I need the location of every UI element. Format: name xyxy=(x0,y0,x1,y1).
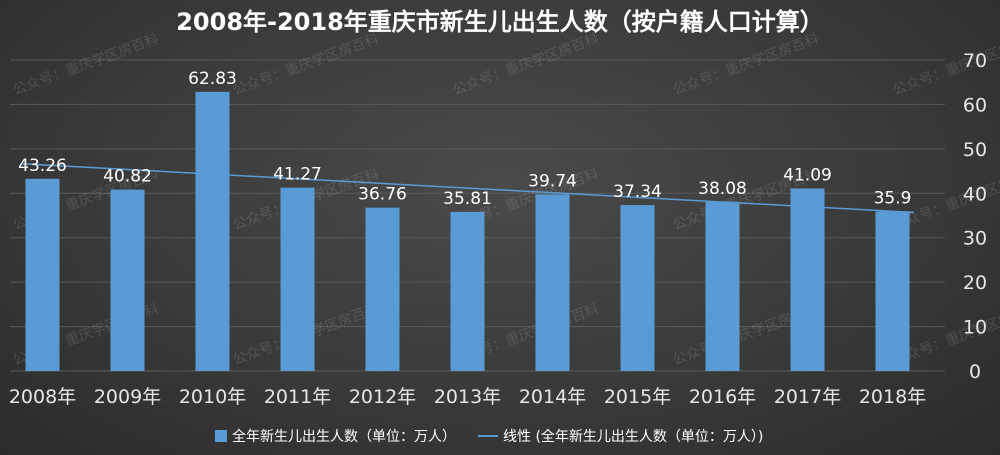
data-labels: 43.26 40.82 62.83 41.27 36.76 35.81 39.74 37.34… xyxy=(18,69,911,209)
legend: 全年新生儿出生人数（单位：万人） 线性 (全年新生儿出生人数（单位：万人）) xyxy=(215,428,763,445)
data-label-2010年: 62.83 xyxy=(188,69,237,89)
x-tick-label-2009年: 2009年 xyxy=(94,386,161,408)
legend-swatch-bars xyxy=(215,430,227,442)
data-label-2017年: 41.09 xyxy=(783,165,832,185)
data-label-2015年: 37.34 xyxy=(613,182,662,202)
y-tick-label-70: 70 xyxy=(963,50,987,72)
x-tick-label-2011年: 2011年 xyxy=(264,386,331,408)
y-tick-label-60: 60 xyxy=(963,94,987,116)
data-label-2018年: 35.9 xyxy=(874,189,912,209)
x-tick-label-2017年: 2017年 xyxy=(774,386,841,408)
bar-2013年 xyxy=(450,211,485,371)
y-tick-label-10: 10 xyxy=(963,317,987,339)
bars xyxy=(25,91,910,371)
data-label-2011年: 41.27 xyxy=(273,165,322,185)
bar-2014年 xyxy=(535,194,570,371)
bar-2016年 xyxy=(705,201,740,371)
y-tick-label-40: 40 xyxy=(963,183,987,205)
data-label-2008年: 43.26 xyxy=(18,156,67,176)
watermark-text: 公众号：重庆学区房百科 xyxy=(231,31,381,99)
data-label-2014年: 39.74 xyxy=(528,171,577,191)
data-label-2013年: 35.81 xyxy=(443,189,492,209)
watermark-text: 公众号：重庆学区房百科 xyxy=(451,31,601,99)
legend-label-bars: 全年新生儿出生人数（单位：万人） xyxy=(232,428,456,445)
bar-2008年 xyxy=(25,178,60,371)
bar-2015年 xyxy=(620,205,655,371)
trendline xyxy=(21,162,914,214)
x-tick-label-2008年: 2008年 xyxy=(9,386,76,408)
data-label-2012年: 36.76 xyxy=(358,185,407,205)
y-tick-label-50: 50 xyxy=(963,139,987,161)
x-axis-ticks: 2008年 2009年 2010年 2011年 2012年 2013年 2014年 2015年… xyxy=(9,386,926,408)
trendline xyxy=(21,162,914,214)
x-tick-label-2015年: 2015年 xyxy=(604,386,671,408)
y-tick-label-20: 20 xyxy=(963,272,987,294)
watermark-text: 公众号：重庆学区房百科 xyxy=(671,31,821,99)
chart-title: 2008年-2018年重庆市新生儿出生人数（按户籍人口计算） xyxy=(176,8,824,36)
x-tick-label-2013年: 2013年 xyxy=(434,386,501,408)
data-label-2009年: 40.82 xyxy=(103,167,152,187)
legend-label-trendline: 线性 (全年新生儿出生人数（单位：万人）) xyxy=(503,428,763,445)
y-tick-label-0: 0 xyxy=(969,361,981,383)
watermark-text: 公众号：重庆学区房百科 xyxy=(11,31,161,99)
y-tick-label-30: 30 xyxy=(963,228,987,250)
x-tick-label-2010年: 2010年 xyxy=(179,386,246,408)
y-axis-ticks: 0 10 20 30 40 50 60 70 xyxy=(963,50,987,383)
bar-2018年 xyxy=(875,211,910,371)
watermark: 公众号：重庆学区房百科 公众号：重庆学区房百科 公众号：重庆学区房百科 公众号：重庆学… xyxy=(11,31,1000,369)
bar-2012年 xyxy=(365,207,400,371)
bar-2017年 xyxy=(790,188,825,371)
x-tick-label-2018年: 2018年 xyxy=(859,386,926,408)
x-tick-label-2014年: 2014年 xyxy=(519,386,586,408)
bar-2010年 xyxy=(195,91,230,371)
x-tick-label-2012年: 2012年 xyxy=(349,386,416,408)
bar-2009年 xyxy=(110,189,145,371)
x-tick-label-2016年: 2016年 xyxy=(689,386,756,408)
data-label-2016年: 38.08 xyxy=(698,179,747,199)
bar-2011年 xyxy=(280,187,315,371)
